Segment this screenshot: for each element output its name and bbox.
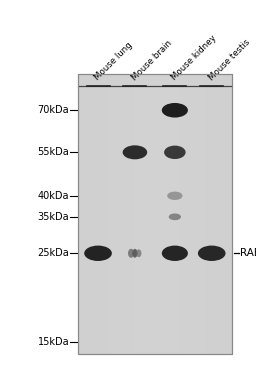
Bar (124, 74, 129, 354)
Bar (165, 74, 170, 354)
Text: 40kDa: 40kDa (38, 191, 69, 201)
Bar (78, 74, 232, 354)
Bar (114, 74, 119, 354)
Text: 70kDa: 70kDa (37, 105, 69, 115)
Text: Mouse lung: Mouse lung (93, 41, 134, 82)
Bar (145, 74, 150, 354)
Bar (180, 74, 186, 354)
Bar (134, 74, 140, 354)
Bar (93, 74, 99, 354)
Text: Mouse testis: Mouse testis (207, 37, 251, 82)
Bar (119, 74, 124, 354)
Bar (88, 74, 93, 354)
Bar (216, 74, 221, 354)
Ellipse shape (123, 145, 147, 159)
Text: Mouse brain: Mouse brain (130, 38, 174, 82)
Text: 15kDa: 15kDa (37, 337, 69, 346)
Ellipse shape (164, 146, 186, 159)
Text: RAB34: RAB34 (240, 248, 256, 258)
Bar (99, 74, 104, 354)
Bar (175, 74, 180, 354)
Bar (109, 74, 114, 354)
Ellipse shape (136, 249, 141, 257)
Bar (78, 74, 232, 354)
Ellipse shape (132, 249, 138, 258)
Bar (78, 74, 83, 354)
Ellipse shape (84, 246, 112, 261)
Bar (150, 74, 155, 354)
Bar (191, 74, 196, 354)
Text: 55kDa: 55kDa (37, 147, 69, 157)
Ellipse shape (133, 249, 137, 257)
Ellipse shape (162, 246, 188, 261)
Bar (83, 74, 88, 354)
Ellipse shape (167, 192, 183, 200)
Bar (211, 74, 216, 354)
Bar (196, 74, 201, 354)
Bar (201, 74, 206, 354)
Text: Mouse kidney: Mouse kidney (170, 33, 218, 82)
Ellipse shape (162, 103, 188, 118)
Ellipse shape (198, 246, 226, 261)
Bar (160, 74, 165, 354)
Ellipse shape (128, 249, 134, 258)
Bar (129, 74, 134, 354)
Bar (221, 74, 227, 354)
Bar (227, 74, 232, 354)
Ellipse shape (169, 213, 181, 220)
Text: 25kDa: 25kDa (37, 248, 69, 258)
Bar (140, 74, 145, 354)
Bar (206, 74, 211, 354)
Bar (104, 74, 109, 354)
Bar (155, 74, 160, 354)
Text: 35kDa: 35kDa (37, 212, 69, 222)
Bar (186, 74, 191, 354)
Bar (170, 74, 175, 354)
